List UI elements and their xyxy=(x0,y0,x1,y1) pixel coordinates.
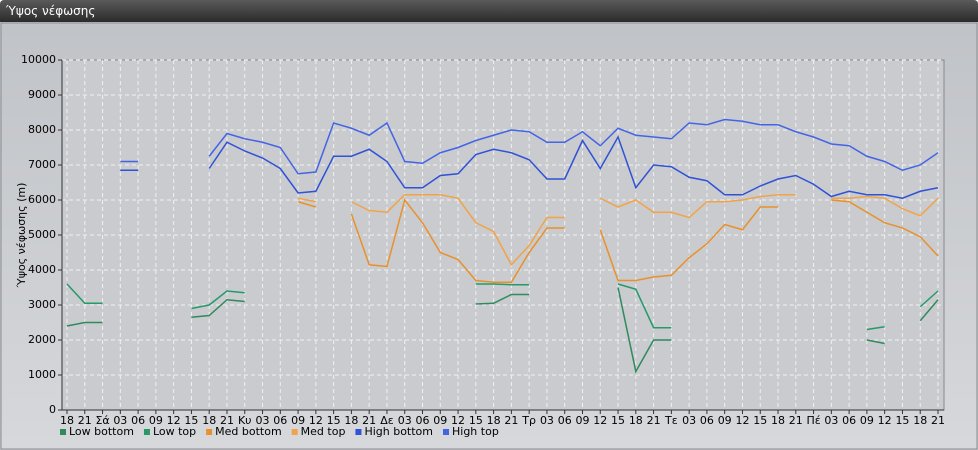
x-tick-label: 09 xyxy=(433,414,447,427)
x-tick-label: 03 xyxy=(256,414,270,427)
x-tick-label: 12 xyxy=(167,414,181,427)
series-line xyxy=(66,283,939,331)
x-tick-label: Τε xyxy=(664,414,678,427)
legend-swatch xyxy=(143,429,150,435)
x-tick-label: 09 xyxy=(291,414,305,427)
y-axis-label: Ύψος νέφωσης (m) xyxy=(15,183,28,289)
x-tick-label: 21 xyxy=(220,414,234,427)
y-tick-label: 7000 xyxy=(28,158,56,171)
x-tick-label: 15 xyxy=(611,414,625,427)
x-tick-label: 18 xyxy=(60,414,74,427)
x-tick-label: Τρ xyxy=(521,414,536,427)
x-tick-label: Σά xyxy=(95,414,109,427)
x-tick-label: 06 xyxy=(700,414,714,427)
x-tick-label: 09 xyxy=(575,414,589,427)
x-tick-label: 21 xyxy=(78,414,92,427)
x-tick-label: 09 xyxy=(149,414,163,427)
legend-label: High top xyxy=(452,425,499,438)
x-tick-label: 18 xyxy=(771,414,785,427)
x-tick-label: 18 xyxy=(629,414,643,427)
y-tick-label: 4000 xyxy=(28,263,56,276)
x-tick-label: 03 xyxy=(824,414,838,427)
legend-swatch xyxy=(60,429,66,435)
x-tick-label: 21 xyxy=(362,414,376,427)
y-tick-label: 2000 xyxy=(28,333,56,346)
chart: Ύψος νέφωσης (m) 18 21 Σά 03 06 09 12 15 18 21 Κυ 0… xyxy=(0,22,978,450)
x-tick-label: 03 xyxy=(113,414,127,427)
legend-swatch xyxy=(206,429,213,435)
x-tick-label: 12 xyxy=(451,414,465,427)
x-tick-label: 18 xyxy=(487,414,501,427)
x-tick-label: 21 xyxy=(931,414,945,427)
legend-label: Med top xyxy=(301,425,346,438)
y-tick-label: 0 xyxy=(49,403,56,416)
x-tick-label: 15 xyxy=(469,414,483,427)
legend-swatch xyxy=(443,429,449,435)
y-tick-label: 1000 xyxy=(28,368,56,381)
legend-label: Med bottom xyxy=(215,425,282,438)
title-bar: Ύψος νέφωσης xyxy=(0,0,978,22)
series-line xyxy=(297,198,939,283)
x-tick-label: 21 xyxy=(647,414,661,427)
x-tick-label: 18 xyxy=(913,414,927,427)
series-line xyxy=(297,194,939,267)
series-line xyxy=(66,287,939,374)
x-tick-label: 12 xyxy=(309,414,323,427)
y-tick-label: 6000 xyxy=(28,193,56,206)
legend-swatch xyxy=(355,429,362,435)
x-tick-label: 03 xyxy=(540,414,554,427)
x-tick-label: 15 xyxy=(184,414,198,427)
x-tick-label: Κυ xyxy=(238,414,252,427)
x-tick-label: 12 xyxy=(593,414,607,427)
legend-label: Low bottom xyxy=(69,425,134,438)
x-tick-label: 03 xyxy=(682,414,696,427)
x-tick-label: 06 xyxy=(558,414,572,427)
x-tick-label: 18 xyxy=(344,414,358,427)
series-line xyxy=(120,135,939,200)
x-tick-label: 09 xyxy=(718,414,732,427)
x-tick-label: 06 xyxy=(131,414,145,427)
x-tick-label: Δε xyxy=(380,414,394,427)
x-tick-label: 09 xyxy=(860,414,874,427)
legend-swatch xyxy=(291,429,298,435)
series-line xyxy=(120,118,939,175)
x-tick-label: Πέ xyxy=(806,414,820,427)
x-tick-label: 15 xyxy=(895,414,909,427)
x-tick-label: 03 xyxy=(398,414,412,427)
x-tick-label: 06 xyxy=(273,414,287,427)
x-tick-label: 12 xyxy=(735,414,749,427)
x-tick-label: 06 xyxy=(842,414,856,427)
y-tick-label: 3000 xyxy=(28,298,56,311)
y-tick-label: 10000 xyxy=(21,53,56,66)
y-tick-label: 8000 xyxy=(28,123,56,136)
x-tick-label: 15 xyxy=(327,414,341,427)
y-tick-label: 5000 xyxy=(28,228,56,241)
x-tick-label: 18 xyxy=(202,414,216,427)
x-tick-label: 21 xyxy=(789,414,803,427)
x-tick-label: 15 xyxy=(753,414,767,427)
legend-label: Low top xyxy=(153,425,196,438)
x-tick-label: 06 xyxy=(416,414,430,427)
legend-label: High bottom xyxy=(364,425,433,438)
x-tick-label: 12 xyxy=(878,414,892,427)
y-tick-label: 9000 xyxy=(28,88,56,101)
x-tick-label: 21 xyxy=(504,414,518,427)
